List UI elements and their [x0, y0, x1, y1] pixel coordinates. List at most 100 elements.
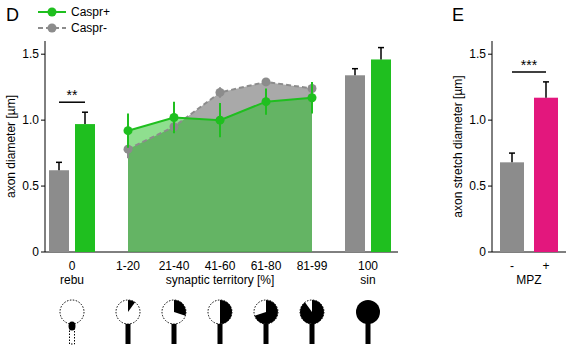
- x-tick-label: 1-20: [116, 259, 140, 273]
- bar: [500, 162, 524, 252]
- marker: [124, 126, 133, 135]
- panel-letter: D: [6, 5, 19, 25]
- icon-stalk: [172, 322, 177, 344]
- icon-head: [162, 300, 186, 324]
- y-tick-label: 1.0: [22, 113, 39, 127]
- marker: [262, 77, 271, 86]
- icon-fill: [255, 300, 278, 324]
- y-tick: [41, 120, 45, 121]
- error-line: [545, 82, 547, 98]
- error-bar: [56, 162, 62, 170]
- x-tick-label: 100: [358, 259, 378, 273]
- y-tick-label: 0: [479, 245, 486, 259]
- y-axis-line: [45, 41, 46, 252]
- error-line: [84, 112, 86, 124]
- marker: [308, 93, 317, 102]
- icon: [208, 300, 232, 344]
- icon-fill: [220, 300, 232, 324]
- error-line: [511, 153, 513, 162]
- marker: [262, 97, 271, 106]
- y-tick-label: 1.0: [469, 113, 486, 127]
- marks: [49, 48, 391, 252]
- bar: [49, 170, 69, 252]
- legend-entry: Caspr-: [38, 21, 107, 35]
- error-bar: [82, 112, 88, 124]
- significance-label: ***: [521, 57, 538, 73]
- error-cap: [82, 111, 88, 113]
- icon-stalk: [126, 322, 131, 344]
- y-tick: [488, 252, 492, 253]
- area: [128, 82, 312, 252]
- panel-letter: E: [452, 5, 464, 25]
- y-tick: [488, 54, 492, 55]
- legend-marker: [48, 8, 57, 17]
- error-line: [354, 69, 356, 76]
- icon-head: [60, 300, 84, 324]
- icon-fill: [128, 300, 135, 312]
- icon: [300, 300, 324, 344]
- icon-stalk: [310, 322, 315, 344]
- marker: [170, 113, 179, 122]
- error-bar: [352, 69, 358, 76]
- icon: [60, 300, 84, 344]
- significance-label: **: [67, 87, 78, 103]
- marker: [216, 116, 225, 125]
- x-tick-label: 21-40: [159, 259, 190, 273]
- y-tick: [41, 252, 45, 253]
- y-tick-label: 0.5: [22, 179, 39, 193]
- y-tick-label: 0: [32, 245, 39, 259]
- y-tick: [41, 54, 45, 55]
- bar: [371, 59, 391, 252]
- icon-head: [116, 300, 140, 324]
- y-axis-line: [492, 41, 493, 252]
- error-cap: [378, 47, 384, 49]
- icon-head: [300, 300, 324, 324]
- area: [128, 98, 312, 252]
- panel: Daxon diameter [µm]00.51.01.501-2021-404…: [4, 5, 398, 344]
- legend-entry: Caspr+: [38, 5, 110, 19]
- icon: [116, 300, 140, 344]
- marker: [216, 88, 225, 97]
- marks: [500, 82, 558, 252]
- icon-stalk: [366, 322, 371, 344]
- error-bar: [509, 153, 515, 162]
- y-tick: [488, 120, 492, 121]
- x-tick-label: 61-80: [251, 259, 282, 273]
- y-tick-label: 0.5: [469, 179, 486, 193]
- x-axis-label: MPZ: [516, 273, 541, 287]
- icon-dot: [69, 322, 76, 331]
- error-line: [58, 162, 60, 170]
- bar: [345, 75, 365, 252]
- icon: [356, 300, 380, 344]
- icon: [162, 300, 186, 344]
- group-label: sin: [360, 273, 375, 287]
- bar: [534, 98, 558, 252]
- x-tick-label: 41-60: [205, 259, 236, 273]
- icon-head: [208, 300, 232, 324]
- error-cap: [509, 152, 515, 154]
- legend-label: Caspr+: [71, 5, 110, 19]
- error-cap: [543, 81, 549, 83]
- legend-label: Caspr-: [71, 21, 107, 35]
- icon-stalk: [264, 322, 269, 344]
- icon-fill: [174, 300, 186, 316]
- y-tick-label: 1.5: [469, 47, 486, 61]
- figure: Daxon diameter [µm] 0 0.5 1.0 1.5 0 1-20 21-40 4…: [0, 0, 570, 362]
- bar: [75, 124, 95, 252]
- y-axis-label: axon stretch diameter [µm]: [451, 75, 465, 217]
- x-tick-label: 81-99: [297, 259, 328, 273]
- group-label: rebu: [60, 273, 84, 287]
- legend-marker: [48, 24, 57, 33]
- y-axis-label: axon diameter [µm]: [4, 95, 18, 198]
- line: [128, 82, 312, 149]
- icon: [254, 300, 278, 344]
- x-tick-label: -: [510, 259, 514, 273]
- error-cap: [56, 162, 62, 164]
- error-line: [380, 48, 382, 60]
- group-label: synaptic territory [%]: [166, 273, 275, 287]
- y-tick: [488, 186, 492, 187]
- x-tick-label: +: [542, 259, 549, 273]
- icon-fill: [300, 300, 324, 324]
- error-cap: [352, 68, 358, 70]
- error-bar: [378, 48, 384, 60]
